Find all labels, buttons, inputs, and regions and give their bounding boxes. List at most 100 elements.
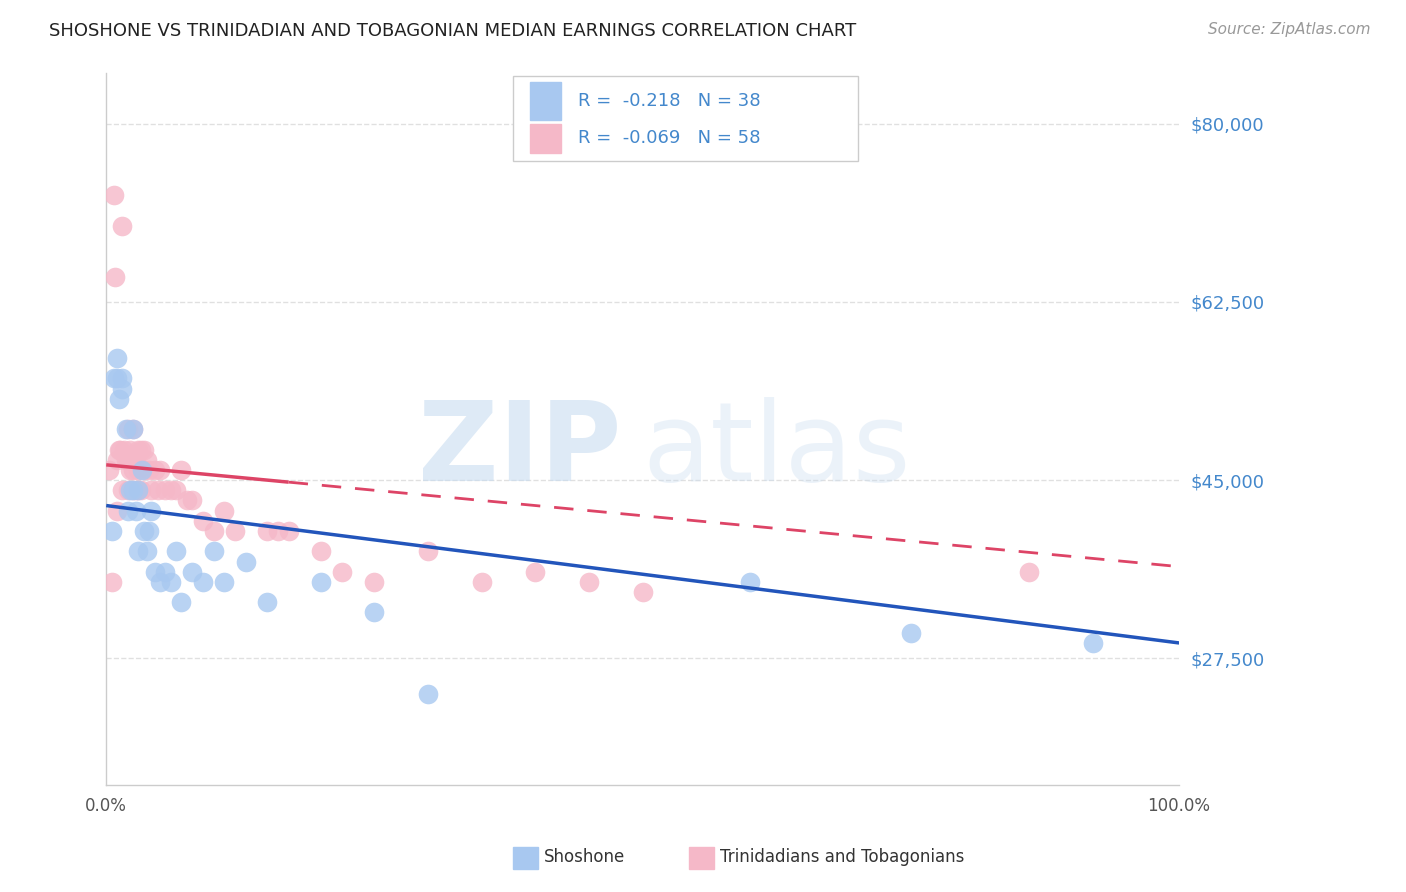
Point: [631, 585, 654, 599]
Point: [202, 524, 225, 538]
Point: [111, 382, 134, 396]
Text: Trinidadians and Tobagonians: Trinidadians and Tobagonians: [720, 848, 965, 866]
Point: [122, 483, 145, 498]
Point: [256, 524, 278, 538]
Point: [122, 463, 145, 477]
Point: [100, 524, 122, 538]
Point: [471, 574, 494, 589]
Point: [138, 463, 160, 477]
Point: [122, 422, 145, 436]
Text: atlas: atlas: [643, 397, 911, 504]
Point: [108, 392, 131, 406]
Point: [1083, 636, 1105, 650]
Point: [105, 503, 128, 517]
Point: [136, 452, 159, 467]
Point: [129, 442, 152, 457]
Point: [181, 565, 204, 579]
Text: R =  -0.218   N = 38: R = -0.218 N = 38: [578, 92, 761, 110]
Point: [125, 452, 148, 467]
Point: [363, 606, 385, 620]
Point: [122, 422, 145, 436]
Point: [146, 483, 169, 498]
Point: [363, 574, 385, 589]
Point: [114, 452, 136, 467]
Point: [125, 503, 148, 517]
Point: [108, 442, 131, 457]
Text: Source: ZipAtlas.com: Source: ZipAtlas.com: [1208, 22, 1371, 37]
Point: [416, 687, 439, 701]
Point: [118, 463, 141, 477]
Point: [122, 483, 145, 498]
Point: [309, 544, 332, 558]
Point: [131, 463, 153, 477]
Point: [212, 503, 235, 517]
Point: [1018, 565, 1040, 579]
Point: [127, 483, 149, 498]
Point: [212, 574, 235, 589]
Point: [117, 452, 139, 467]
Text: Shoshone: Shoshone: [544, 848, 626, 866]
Point: [738, 574, 761, 589]
Text: R =  -0.069   N = 58: R = -0.069 N = 58: [578, 129, 761, 147]
Point: [176, 493, 198, 508]
Point: [114, 422, 136, 436]
Point: [138, 524, 160, 538]
Point: [127, 463, 149, 477]
Point: [132, 524, 155, 538]
Point: [111, 219, 134, 233]
Point: [103, 371, 125, 385]
Point: [202, 544, 225, 558]
Point: [309, 574, 332, 589]
Point: [159, 483, 181, 498]
Point: [165, 483, 187, 498]
Point: [127, 442, 149, 457]
Point: [100, 574, 122, 589]
Point: [155, 565, 177, 579]
Point: [141, 503, 163, 517]
Point: [127, 544, 149, 558]
Point: [149, 574, 172, 589]
Point: [117, 422, 139, 436]
Point: [277, 524, 299, 538]
Point: [105, 452, 128, 467]
Point: [132, 442, 155, 457]
Point: [98, 463, 121, 477]
Text: SHOSHONE VS TRINIDADIAN AND TOBAGONIAN MEDIAN EARNINGS CORRELATION CHART: SHOSHONE VS TRINIDADIAN AND TOBAGONIAN M…: [49, 22, 856, 40]
Point: [117, 483, 139, 498]
Point: [129, 483, 152, 498]
Point: [125, 483, 148, 498]
Point: [108, 442, 131, 457]
Point: [118, 483, 141, 498]
Point: [165, 544, 187, 558]
Point: [143, 463, 166, 477]
Point: [122, 452, 145, 467]
Point: [105, 371, 128, 385]
Point: [141, 483, 163, 498]
Point: [267, 524, 290, 538]
Point: [900, 625, 922, 640]
Point: [105, 351, 128, 365]
Point: [149, 463, 172, 477]
Point: [117, 503, 139, 517]
Point: [136, 544, 159, 558]
Point: [170, 463, 193, 477]
Point: [191, 514, 214, 528]
Point: [524, 565, 547, 579]
Point: [155, 483, 177, 498]
Point: [181, 493, 204, 508]
Point: [578, 574, 600, 589]
Point: [256, 595, 278, 609]
Point: [159, 574, 181, 589]
Point: [127, 483, 149, 498]
Point: [114, 442, 136, 457]
Point: [330, 565, 353, 579]
Point: [170, 595, 193, 609]
Text: ZIP: ZIP: [418, 397, 621, 504]
Point: [191, 574, 214, 589]
Point: [111, 371, 134, 385]
Point: [143, 565, 166, 579]
Point: [224, 524, 246, 538]
Point: [103, 188, 125, 202]
Point: [132, 463, 155, 477]
Point: [111, 483, 134, 498]
